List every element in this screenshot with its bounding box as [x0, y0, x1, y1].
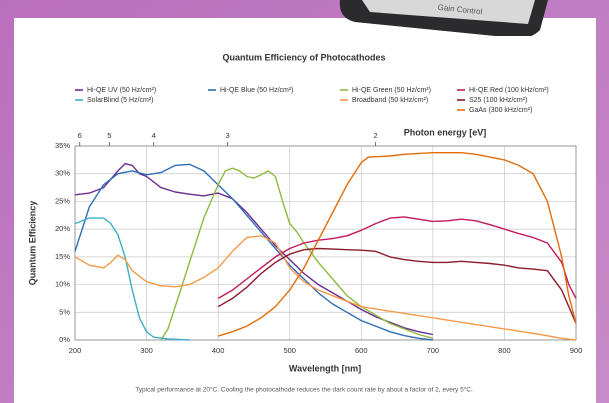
top-tick-label: 5	[107, 131, 111, 140]
y-tick-label: 25%	[55, 196, 70, 205]
legend-label: SolarBlind (5 Hz/cm²)	[87, 97, 154, 104]
x-tick-label: 800	[498, 346, 511, 355]
legend-label: Hi-QE Green (50 Hz/cm²)	[352, 87, 431, 94]
y-tick-label: 30%	[55, 169, 70, 178]
y-tick-label: 15%	[55, 252, 70, 261]
legend-label: Hi-QE Blue (50 Hz/cm²)	[220, 87, 294, 94]
y-axis-title: Quantum Efficiency	[27, 201, 37, 286]
top-tick-label: 3	[226, 131, 230, 140]
top-axis-title: Photon energy [eV]	[404, 127, 487, 137]
footnote: Typical performance at 20°C. Cooling the…	[135, 386, 473, 394]
x-axis-title: Wavelength [nm]	[289, 363, 361, 373]
top-tick-label: 4	[152, 131, 156, 140]
y-tick-label: 0%	[59, 335, 70, 344]
x-tick-label: 200	[69, 346, 82, 355]
y-tick-label: 5%	[59, 307, 70, 316]
legend-label: Broadband (50 kHz/cm²)	[352, 97, 428, 104]
y-tick-label: 20%	[55, 224, 70, 233]
x-tick-label: 400	[212, 346, 225, 355]
y-tick-label: 10%	[55, 280, 70, 289]
y-tick-label: 35%	[55, 141, 70, 150]
x-tick-label: 900	[570, 346, 583, 355]
x-tick-label: 300	[140, 346, 153, 355]
x-tick-label: 700	[427, 346, 440, 355]
x-tick-label: 600	[355, 346, 368, 355]
page: Gain Control Quantum Efficiency of Photo…	[0, 0, 609, 403]
chart-title: Quantum Efficiency of Photocathodes	[222, 52, 385, 62]
top-tick-label: 2	[373, 131, 377, 140]
top-tick-label: 6	[78, 131, 82, 140]
legend-label: S25 (100 kHz/cm²)	[469, 97, 527, 104]
x-tick-label: 500	[283, 346, 296, 355]
legend-label: Hi-QE Red (100 kHz/cm²)	[469, 87, 549, 94]
chart: Gain Control Quantum Efficiency of Photo…	[0, 0, 609, 403]
legend-label: Hi-QE UV (50 Hz/cm²)	[87, 87, 156, 94]
legend-label: GaAs (300 kHz/cm²)	[469, 107, 532, 114]
